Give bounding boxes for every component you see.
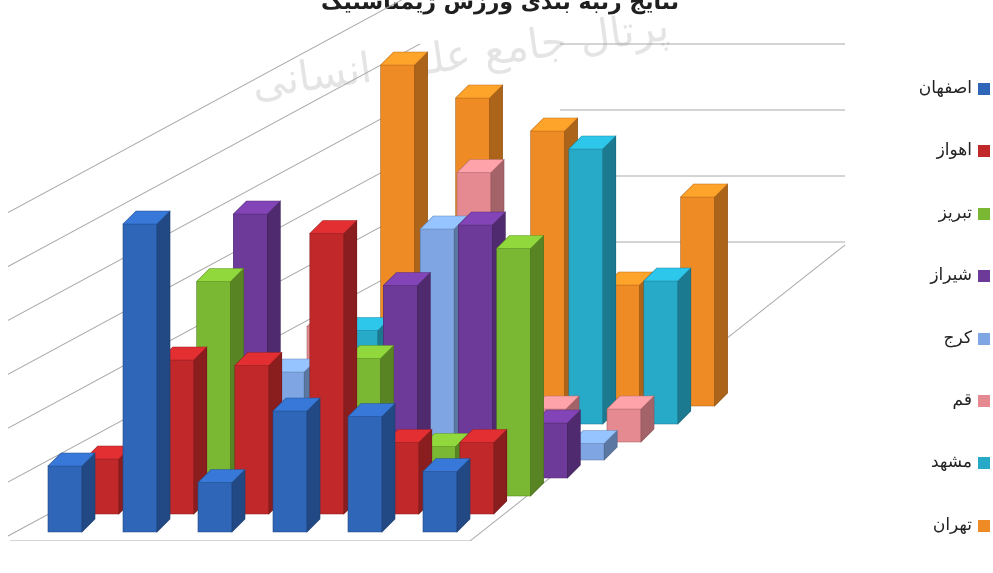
bar-6-5 (643, 267, 692, 425)
legend-label-7: تهران (932, 514, 972, 535)
bar-6-4 (568, 135, 617, 425)
legend-item-3: شیراز (905, 261, 990, 323)
gridline-diagonal-3 (7, 151, 421, 375)
legend-swatch-2 (978, 207, 990, 220)
legend-label-5: قم (952, 389, 972, 410)
legend-label-6: مشهد (930, 452, 972, 473)
legend-label-4: کرج (943, 327, 972, 348)
legend-item-5: قم (905, 386, 990, 448)
legend-swatch-4 (978, 332, 990, 345)
legend-label-2: تبریز (938, 202, 972, 223)
bar-0-2 (197, 468, 246, 533)
legend-swatch-0 (978, 83, 990, 95)
legend-swatch-6 (978, 457, 990, 470)
legend-item-4: کرج (905, 324, 990, 386)
legend-swatch-5 (978, 394, 990, 407)
bar-chart-3d (7, 0, 846, 541)
legend-swatch-1 (978, 145, 990, 158)
bar-0-5 (422, 457, 471, 533)
legend-label-0: اصفهان (918, 78, 972, 98)
legend: اصفهان اهواز تبریز شیراز کرج قم مشهد تهر… (905, 74, 990, 573)
legend-item-0: اصفهان (905, 74, 990, 136)
legend-swatch-7 (978, 519, 990, 532)
bar-0-0 (47, 452, 96, 533)
gridline-diagonal-5 (7, 43, 421, 267)
legend-label-1: اهواز (936, 140, 972, 161)
bar-0-4 (347, 402, 396, 533)
legend-item-7: تهران (905, 511, 990, 573)
bars-layer (47, 51, 729, 533)
chart-title: نتایج رتبه بندی ورزش ژیمناستیک (320, 0, 679, 15)
legend-item-1: اهواز (905, 136, 990, 198)
bar-0-3 (272, 397, 321, 533)
gridline-diagonal-6 (7, 0, 403, 214)
legend-item-6: مشهد (905, 448, 990, 510)
bar-0-1 (122, 210, 171, 533)
gridline-diagonal-4 (7, 97, 421, 321)
legend-swatch-3 (978, 270, 990, 283)
legend-label-3: شیراز (930, 265, 972, 286)
legend-item-2: تبریز (905, 199, 990, 261)
